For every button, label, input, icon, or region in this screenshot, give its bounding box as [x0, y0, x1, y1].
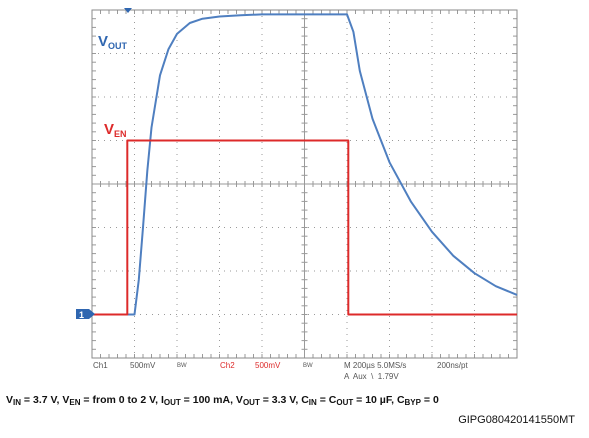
ch2-label: Ch2: [220, 361, 235, 370]
traces: [92, 13, 518, 316]
ch1-ground-marker: 1: [76, 309, 95, 320]
ch1-label: Ch1: [93, 361, 108, 370]
trigger-readout: A Aux \ 1.79V: [344, 372, 399, 381]
plot-frame: [91, 9, 518, 359]
figure-id: GIPG080420141550MT: [458, 414, 575, 426]
series-line-ven: [92, 139, 517, 316]
ven-trace-label: VEN: [104, 121, 127, 139]
ch1-scale: 500mV: [130, 361, 156, 370]
ch2-bandwidth-limit: BW: [303, 363, 313, 369]
trigger-position-icon: [124, 8, 132, 13]
series-line-vout: [92, 13, 518, 316]
record-resolution: 200ns/pt: [437, 361, 468, 370]
graticule: [91, 9, 518, 359]
test-conditions-caption: VIN = 3.7 V, VEN = from 0 to 2 V, IOUT =…: [6, 394, 439, 407]
ch1-bandwidth-limit: BW: [177, 363, 187, 369]
ch1-ground-marker-label: 1: [79, 310, 84, 320]
timebase-readout: M 200µs 5.0MS/s: [344, 361, 406, 370]
ch2-scale: 500mV: [255, 361, 281, 370]
vout-trace-label: VOUT: [98, 33, 128, 51]
